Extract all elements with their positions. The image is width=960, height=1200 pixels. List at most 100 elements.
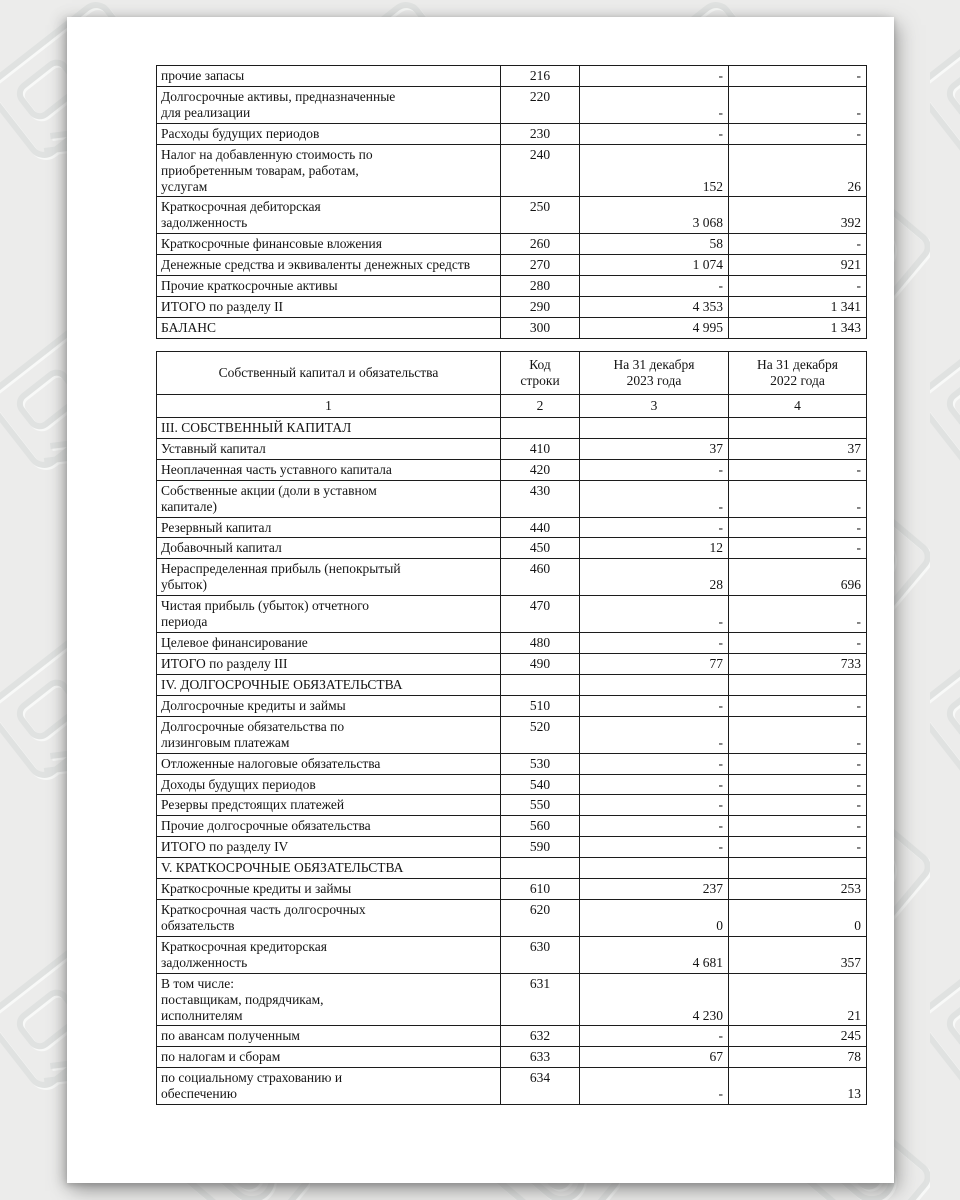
- row-line-code: 540: [500, 773, 580, 796]
- row-label: ИТОГО по разделу IV: [156, 836, 501, 859]
- row-line-code: 520: [500, 715, 580, 754]
- column-number: 3: [579, 393, 729, 418]
- table-row: Прочие краткосрочные активы 280- -: [156, 275, 867, 298]
- row-label: Целевое финансирование: [156, 632, 501, 654]
- row-label: БАЛАНС: [156, 316, 501, 339]
- row-label: Чистая прибыль (убыток) отчетного период…: [156, 595, 501, 634]
- row-value-2022: -: [728, 595, 867, 634]
- table-row: Долгосрочные активы, предназначенные для…: [156, 85, 867, 124]
- row-value-2022: -: [728, 233, 867, 256]
- row-value-2022: -: [728, 479, 867, 518]
- section-row: IV. ДОЛГОСРОЧНЫЕ ОБЯЗАТЕЛЬСТВА: [156, 673, 867, 696]
- table-row: Неоплаченная часть уставного капитала 420…: [156, 458, 867, 481]
- row-value-2023: 0: [579, 899, 729, 937]
- row-value-2023: -: [579, 836, 729, 859]
- row-line-code: 470: [500, 595, 580, 634]
- section-empty-value: [579, 416, 729, 439]
- row-line-code: 634: [500, 1067, 580, 1106]
- header-date-2023: На 31 декабря 2023 года: [579, 350, 729, 395]
- row-label: прочие запасы: [156, 65, 501, 87]
- table-row: Краткосрочные финансовые вложения 260 58-: [156, 233, 867, 256]
- row-value-2023: -: [579, 458, 729, 481]
- row-line-code: 632: [500, 1025, 580, 1048]
- row-label: Неоплаченная часть уставного капитала: [156, 458, 501, 481]
- page-content: прочие запасы 216- - Долгосрочные активы, п…: [67, 17, 894, 1106]
- table-row: по авансам полученным 632-245: [156, 1025, 867, 1048]
- row-value-2023: -: [579, 632, 729, 654]
- table-row: Уставный капитал 410 37 37: [156, 437, 867, 460]
- table-row: по социальному страхованию и обеспечению…: [156, 1067, 867, 1106]
- row-value-2022: -: [728, 694, 867, 717]
- row-value-2023: 1 074: [579, 254, 729, 277]
- row-value-2023: 67: [579, 1046, 729, 1069]
- section-empty-code: [500, 857, 580, 880]
- row-label: Нераспределенная прибыль (непокрытый убы…: [156, 558, 501, 597]
- row-line-code: 620: [500, 899, 580, 937]
- row-label: Денежные средства и эквиваленты денежных…: [156, 254, 501, 277]
- table-row: Налог на добавленную стоимость по приобр…: [156, 143, 867, 198]
- section-empty-code: [500, 416, 580, 439]
- row-line-code: 440: [500, 516, 580, 539]
- row-label: Отложенные налоговые обязательства: [156, 752, 501, 775]
- table-row: Прочие долгосрочные обязательства 560- -: [156, 815, 867, 838]
- row-value-2023: -: [579, 595, 729, 634]
- row-value-2022: -: [728, 815, 867, 838]
- row-value-2023: -: [579, 794, 729, 817]
- row-value-2022: 26: [728, 143, 867, 198]
- row-label: Долгосрочные кредиты и займы: [156, 694, 501, 717]
- table-header-row: Собственный капитал и обязательства Код …: [156, 350, 867, 395]
- row-line-code: 510: [500, 694, 580, 717]
- row-label: Прочие краткосрочные активы: [156, 275, 501, 298]
- table-row: ИТОГО по разделу III 490 77 733: [156, 652, 867, 675]
- row-value-2022: -: [728, 458, 867, 481]
- table-row: прочие запасы 216- -: [156, 65, 867, 87]
- row-value-2022: -: [728, 632, 867, 654]
- section-empty-value: [728, 857, 867, 880]
- document-page: прочие запасы 216- - Долгосрочные активы, п…: [67, 17, 894, 1183]
- row-label: Краткосрочные финансовые вложения: [156, 233, 501, 256]
- row-value-2022: -: [728, 65, 867, 87]
- table-gap: [156, 339, 866, 351]
- row-label: Уставный капитал: [156, 437, 501, 460]
- row-label: ИТОГО по разделу III: [156, 652, 501, 675]
- row-label: В том числе: поставщикам, подрядчикам, и…: [156, 972, 501, 1027]
- row-line-code: 610: [500, 878, 580, 901]
- table-row: Краткосрочная дебиторская задолженность 2…: [156, 196, 867, 235]
- row-value-2022: -: [728, 715, 867, 754]
- row-value-2023: 58: [579, 233, 729, 256]
- row-line-code: 240: [500, 143, 580, 198]
- column-numbers-row: 1 2 3 4: [156, 393, 867, 418]
- row-value-2022: -: [728, 122, 867, 145]
- header-date-2022: На 31 декабря 2022 года: [728, 350, 867, 395]
- row-value-2023: -: [579, 479, 729, 518]
- row-line-code: 630: [500, 935, 580, 974]
- row-value-2022: -: [728, 85, 867, 124]
- header-line-code: Код строки: [500, 350, 580, 395]
- row-value-2022: 357: [728, 935, 867, 974]
- section-row: V. КРАТКОСРОЧНЫЕ ОБЯЗАТЕЛЬСТВА: [156, 857, 867, 880]
- row-value-2023: -: [579, 773, 729, 796]
- section-title: V. КРАТКОСРОЧНЫЕ ОБЯЗАТЕЛЬСТВА: [156, 857, 501, 880]
- table-row: Нераспределенная прибыль (непокрытый убы…: [156, 558, 867, 597]
- row-line-code: 300: [500, 316, 580, 339]
- row-line-code: 530: [500, 752, 580, 775]
- table-row: Доходы будущих периодов 540- -: [156, 773, 867, 796]
- table-row: Собственные акции (доли в уставном капит…: [156, 479, 867, 518]
- table-row: Чистая прибыль (убыток) отчетного период…: [156, 595, 867, 634]
- header-indicator: Собственный капитал и обязательства: [156, 350, 501, 395]
- assets-table-continued: прочие запасы 216- - Долгосрочные активы, п…: [156, 65, 867, 339]
- table-row: Краткосрочная часть долгосрочных обязате…: [156, 899, 867, 937]
- row-line-code: 633: [500, 1046, 580, 1069]
- table-row: Долгосрочные кредиты и займы 510- -: [156, 694, 867, 717]
- row-value-2023: 4 353: [579, 296, 729, 318]
- table-row: ИТОГО по разделу IV 590- -: [156, 836, 867, 859]
- table-row: БАЛАНС 300 4 995 1 343: [156, 316, 867, 339]
- row-label: Краткосрочная часть долгосрочных обязате…: [156, 899, 501, 937]
- table-row: Резервный капитал 440- -: [156, 516, 867, 539]
- row-line-code: 280: [500, 275, 580, 298]
- row-value-2023: -: [579, 275, 729, 298]
- row-line-code: 550: [500, 794, 580, 817]
- row-value-2023: 4 995: [579, 316, 729, 339]
- row-value-2023: -: [579, 65, 729, 87]
- row-label: ИТОГО по разделу II: [156, 296, 501, 318]
